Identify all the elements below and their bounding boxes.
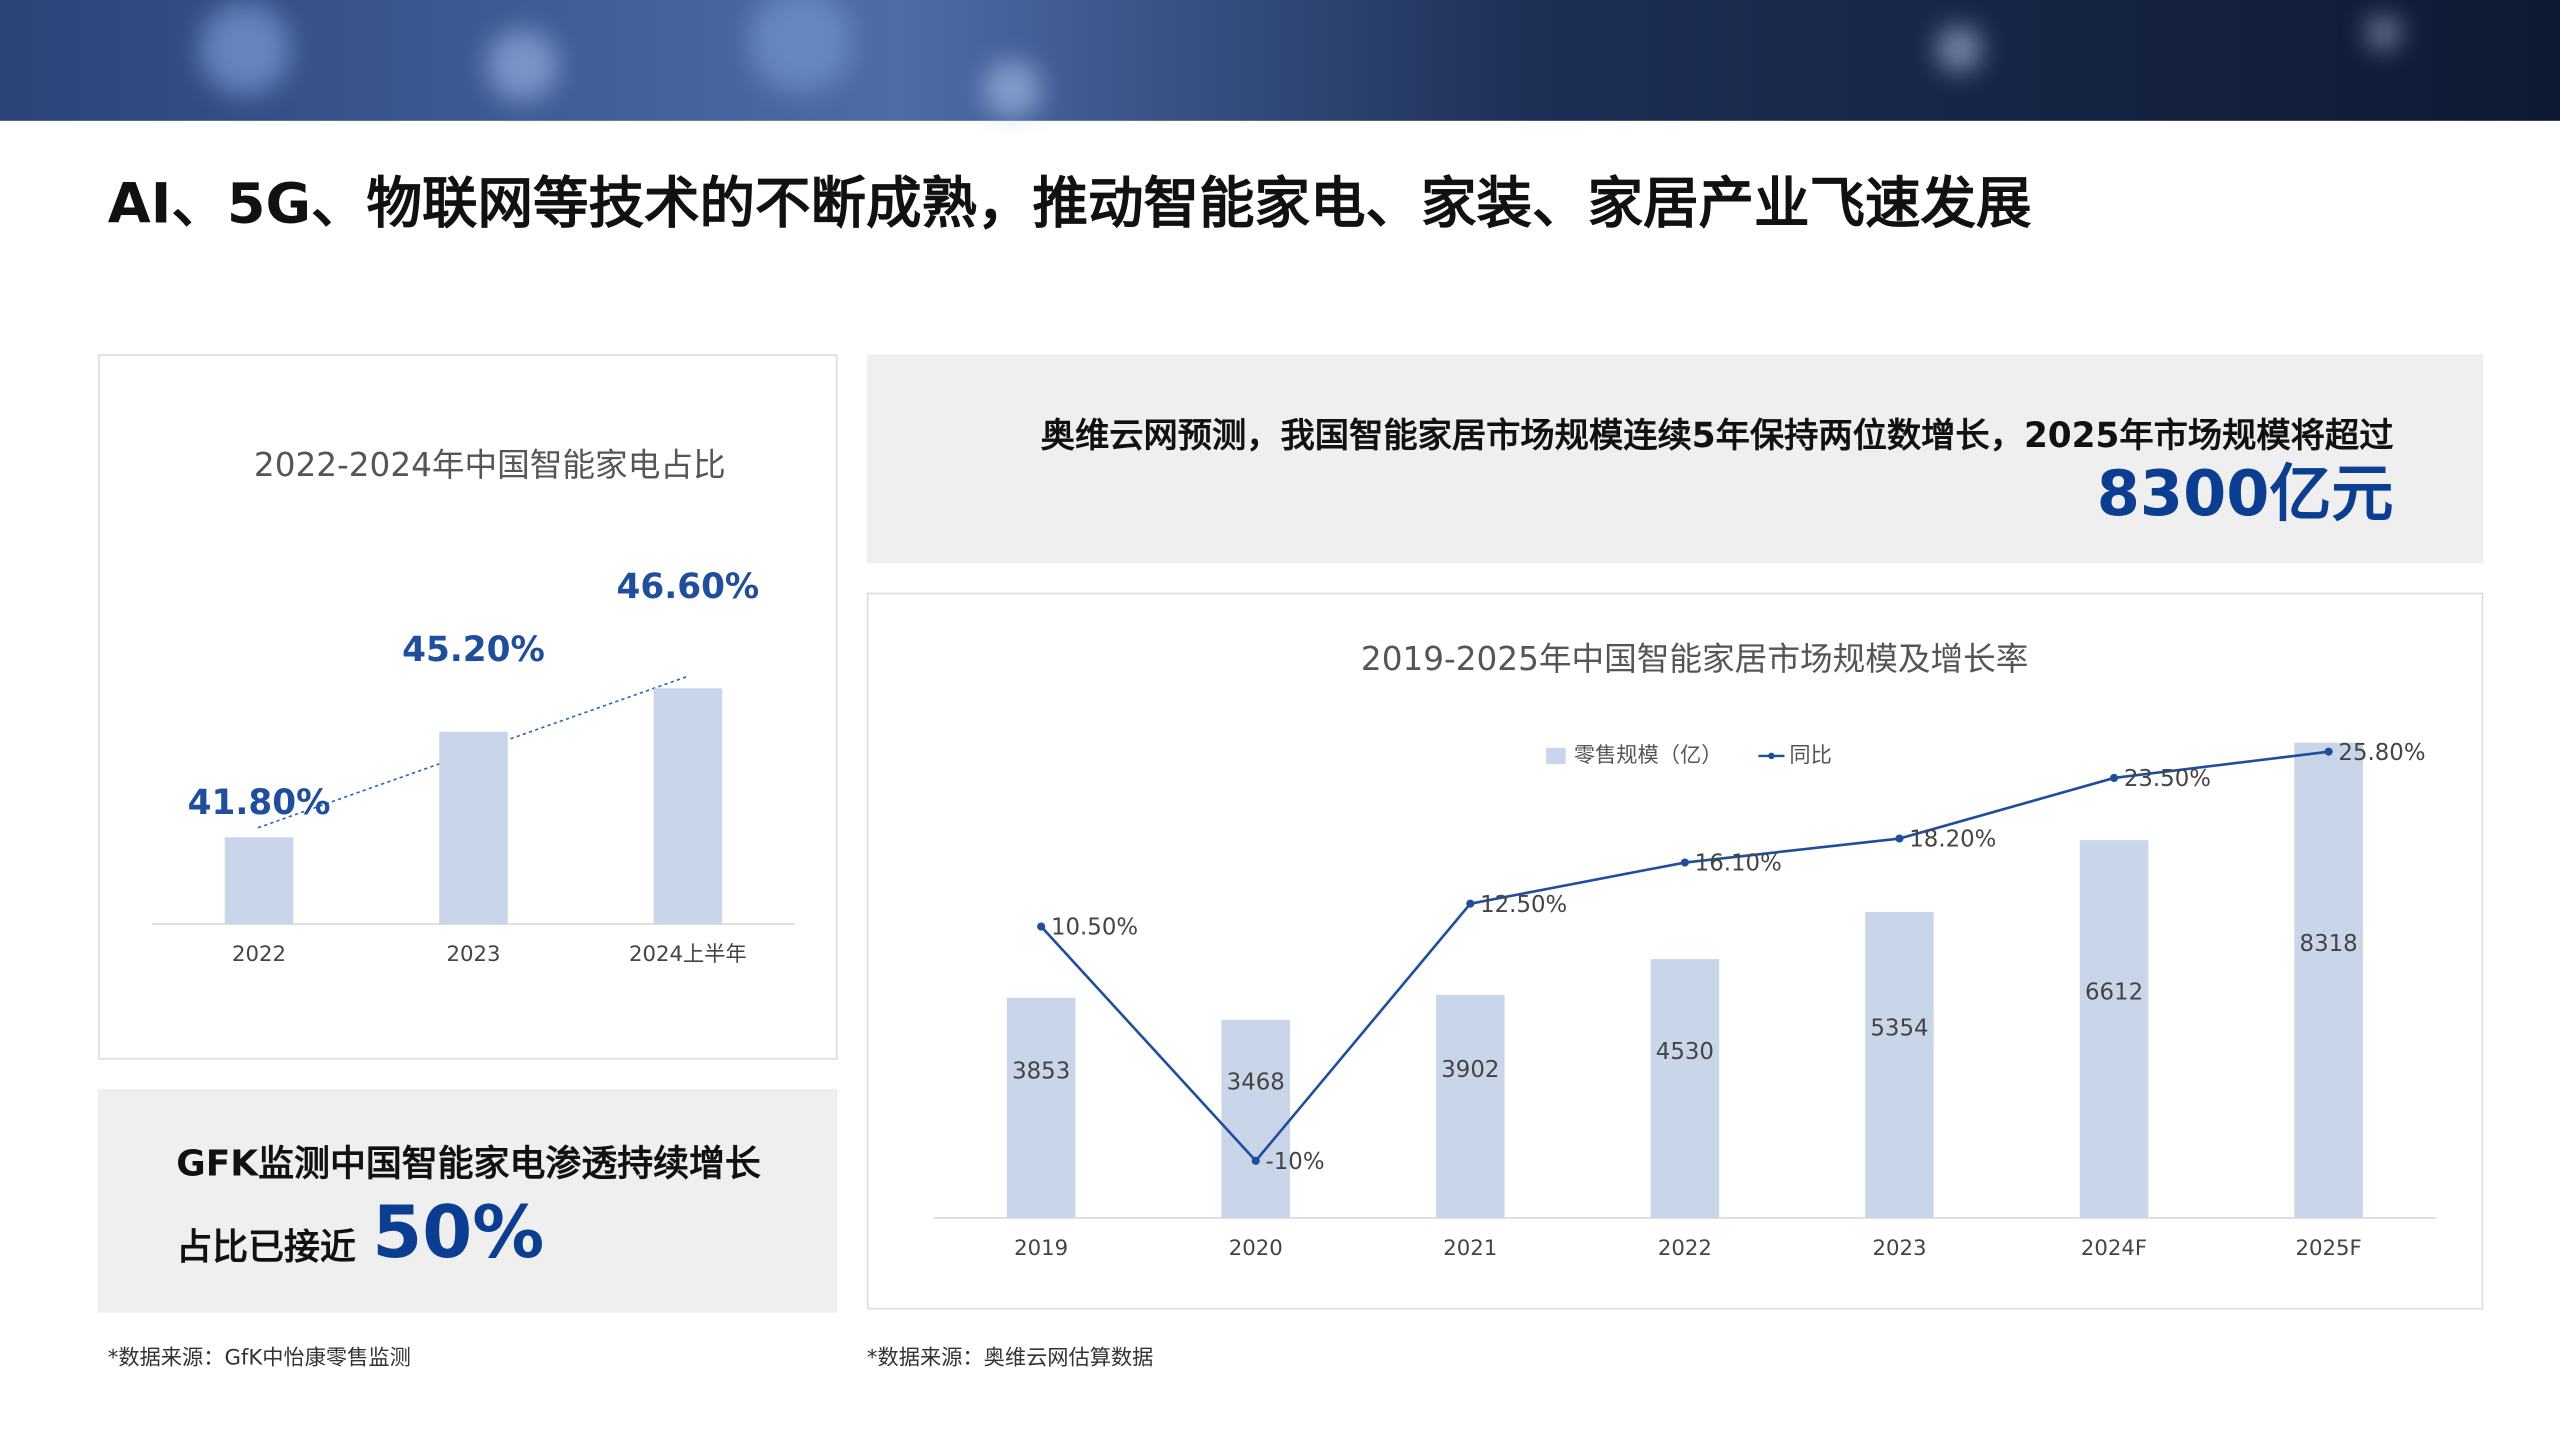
bar (1865, 912, 1934, 1218)
bar (1650, 959, 1720, 1218)
data-label: 12.50% (1480, 892, 1567, 918)
trend-line (257, 675, 690, 829)
bar (2079, 840, 2149, 1218)
bar (653, 688, 723, 925)
callout-text: 奥维云网预测，我国智能家居市场规模连续5年保持两位数增长，2025年市场规模将超… (1041, 416, 2394, 456)
line-point (1680, 858, 1689, 867)
legend-label: 同比 (1789, 743, 1831, 768)
bar (2294, 742, 2363, 1218)
data-label: 16.10% (1695, 851, 1782, 877)
right-callout-box (866, 354, 2484, 564)
data-label: 3902 (1441, 1057, 1499, 1083)
header-banner (0, 0, 2560, 121)
x-tick-label: 2023 (1872, 1236, 1926, 1261)
callout-highlight: 8300亿元 (2097, 457, 2394, 530)
data-label: 25.80% (2338, 740, 2425, 766)
bar (1006, 997, 1076, 1218)
x-tick-label: 2019 (1014, 1236, 1068, 1261)
callout-highlight: 50% (372, 1190, 544, 1274)
legend-swatch (1546, 747, 1566, 765)
data-label: 46.60% (617, 567, 760, 607)
data-label: -10% (1266, 1149, 1325, 1175)
data-label: 18.20% (1909, 827, 1996, 853)
x-tick-label: 2023 (446, 942, 500, 967)
x-tick-label: 2024F (2081, 1236, 2147, 1261)
data-label: 4530 (1656, 1039, 1714, 1065)
legend-swatch (1768, 752, 1775, 760)
x-tick-label: 2022 (232, 942, 286, 967)
line-point (1251, 1156, 1260, 1165)
line-point (1037, 922, 1046, 931)
line-point (2324, 747, 2333, 756)
bar (1436, 994, 1505, 1218)
slide-title: AI、5G、物联网等技术的不断成熟，推动智能家电、家装、家居产业飞速发展 (108, 171, 2032, 236)
chart-title: 2022-2024年中国智能家电占比 (254, 446, 726, 484)
data-label: 3853 (1012, 1058, 1070, 1084)
data-label: 45.20% (402, 630, 545, 670)
data-label: 6612 (2085, 980, 2143, 1006)
bar (224, 837, 294, 925)
data-label: 10.50% (1051, 915, 1138, 941)
legend-label: 零售规模（亿） (1574, 743, 1723, 768)
x-tick-label: 2024上半年 (629, 942, 747, 967)
callout-text: GFK监测中国智能家电渗透持续增长 (176, 1144, 761, 1185)
callout-text: 占比已接近 (176, 1227, 356, 1268)
x-tick-label: 2025F (2296, 1236, 2362, 1261)
x-tick-label: 2022 (1658, 1236, 1712, 1261)
data-label: 8318 (2300, 931, 2358, 957)
source-note: *数据来源：奥维云网估算数据 (867, 1345, 1153, 1370)
line-point (1895, 834, 1904, 843)
data-label: 3468 (1227, 1069, 1285, 1095)
data-label: 41.80% (188, 783, 331, 823)
data-label: 5354 (1870, 1016, 1928, 1042)
x-tick-label: 2021 (1443, 1236, 1497, 1261)
line-point (1466, 899, 1475, 908)
source-note: *数据来源：GfK中怡康零售监测 (108, 1345, 411, 1370)
chart-title: 2019-2025年中国智能家居市场规模及增长率 (1361, 640, 2029, 678)
left-callout-box (97, 1088, 838, 1313)
bar (1221, 1019, 1291, 1218)
data-label: 23.50% (2124, 766, 2211, 792)
x-tick-label: 2020 (1229, 1236, 1283, 1261)
line-point (2109, 773, 2119, 783)
bar (439, 731, 508, 925)
